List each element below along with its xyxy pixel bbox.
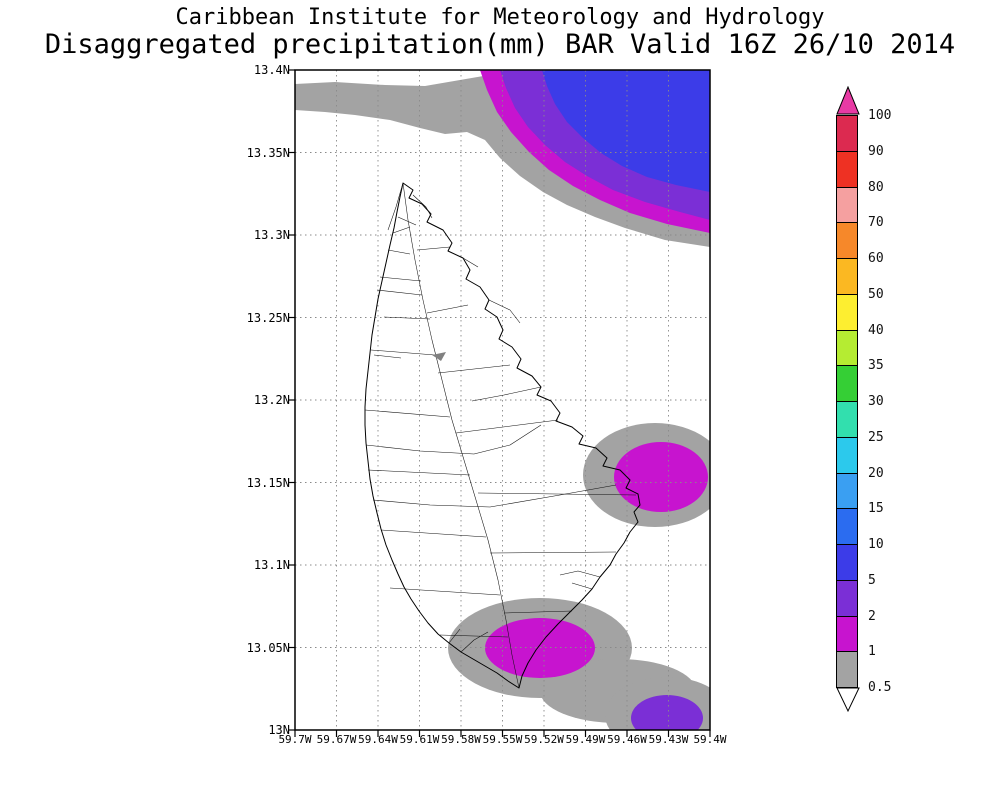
colorbar-segment — [836, 472, 858, 510]
colorbar-label: 90 — [868, 143, 884, 159]
lat-tick-label: 13.15N — [246, 475, 290, 490]
axis-ticks — [288, 69, 711, 737]
colorbar-segment — [836, 258, 858, 295]
colorbar-label: 50 — [868, 286, 884, 302]
colorbar: 100 90 80 70 60 50 40 35 30 25 20 15 10 5 2 1 0.5 — [836, 86, 908, 720]
gridlines — [295, 70, 710, 730]
watershed-boundaries — [364, 182, 637, 689]
plot-border — [294, 69, 711, 731]
colorbar-label: 20 — [868, 465, 884, 481]
colorbar-segment — [836, 222, 858, 259]
map-svg — [288, 69, 711, 737]
lat-tick-label: 13.4N — [253, 63, 290, 77]
colorbar-label: 35 — [868, 358, 884, 374]
lon-tick-label: 59.58W — [441, 733, 481, 746]
colorbar-label: 2 — [868, 608, 876, 624]
colorbar-segment — [836, 544, 858, 581]
colorbar-label: 10 — [868, 537, 884, 552]
map-panel — [260, 55, 740, 755]
lon-tick-label: 59.46W — [607, 733, 647, 746]
colorbar-bottom-arrow-icon — [836, 687, 860, 713]
colorbar-segment — [836, 436, 858, 474]
colorbar-label: 30 — [868, 394, 884, 409]
colorbar-label: 60 — [868, 251, 884, 266]
colorbar-label: 40 — [868, 322, 884, 338]
precip-se-cell-purple — [631, 695, 703, 730]
title-line-2: Disaggregated precipitation(mm) BAR Vali… — [44, 29, 956, 60]
precip-shading — [295, 70, 710, 730]
colorbar-segment — [836, 150, 858, 188]
colorbar-segment — [836, 651, 858, 688]
colorbar-segment — [836, 293, 858, 331]
precip-south-cell-magenta — [485, 618, 595, 678]
lon-tick-label: 59.67W — [316, 733, 357, 746]
colorbar-top-arrow-icon — [836, 86, 860, 115]
lon-tick-label: 59.52W — [524, 733, 564, 746]
title-line-1: Caribbean Institute for Meteorology and … — [175, 5, 825, 30]
lon-tick-label: 59.43W — [648, 733, 689, 746]
colorbar-segment — [836, 615, 858, 653]
lat-tick-label: 13.35N — [246, 145, 290, 160]
lat-tick-label: 13.1N — [253, 558, 290, 572]
colorbar-label: 5 — [868, 572, 876, 588]
precip-north-band-blue — [542, 70, 710, 192]
colorbar-segment — [836, 115, 858, 152]
colorbar-segment — [836, 365, 858, 402]
lat-tick-label: 13.3N — [253, 228, 290, 242]
lon-tick-label: 59.7W — [278, 733, 312, 746]
lat-tick-label: 13.2N — [253, 393, 290, 407]
colorbar-segment — [836, 579, 858, 617]
lon-tick-label: 59.4W — [693, 733, 727, 746]
colorbar-segment — [836, 329, 858, 367]
colorbar-segment — [836, 508, 858, 545]
lon-tick-label: 59.61W — [399, 733, 440, 746]
colorbar-segment — [836, 186, 858, 224]
colorbar-label: 80 — [868, 179, 884, 195]
colorbar-segment — [836, 401, 858, 438]
lon-tick-label: 59.49W — [565, 733, 606, 746]
lat-tick-label: 13N — [268, 723, 290, 737]
lat-tick-label: 13.05N — [246, 640, 290, 655]
colorbar-label: 15 — [868, 501, 884, 517]
lon-tick-label: 59.64W — [358, 733, 398, 746]
precip-east-cell-magenta — [614, 442, 708, 512]
lon-tick-label: 59.55W — [482, 733, 523, 746]
colorbar-label: 1 — [868, 644, 876, 660]
colorbar-label: 100 — [868, 108, 892, 123]
lat-tick-label: 13.25N — [246, 310, 290, 325]
reservoir-feature — [432, 352, 446, 361]
colorbar-label: 0.5 — [868, 680, 892, 695]
colorbar-label: 25 — [868, 429, 884, 445]
colorbar-label: 70 — [868, 215, 884, 231]
